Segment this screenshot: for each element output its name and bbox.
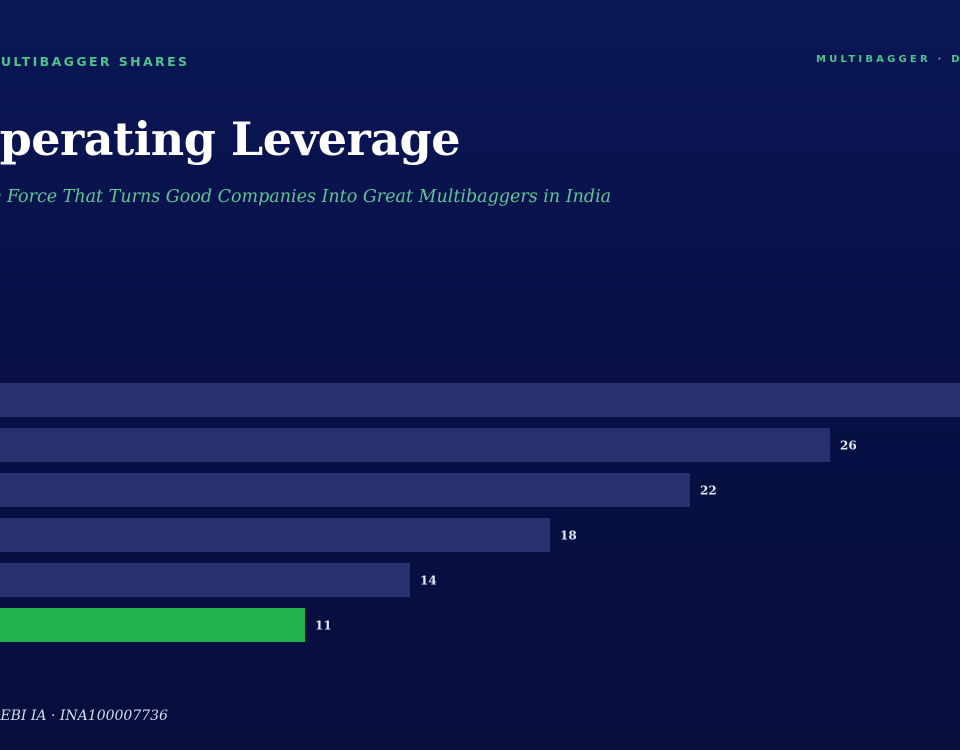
bar-value-label-5: 14 bbox=[420, 574, 437, 588]
bar-value-label-4: 18 bbox=[560, 529, 577, 543]
bar-value-label-6: 11 bbox=[315, 619, 332, 633]
bar-5 bbox=[0, 563, 410, 597]
page-title: Operating Leverage bbox=[0, 112, 460, 166]
brand-right: MULTIBAGGER · D bbox=[816, 54, 960, 65]
bar-4 bbox=[0, 518, 550, 552]
bar-value-label-3: 22 bbox=[700, 484, 717, 498]
bar-3 bbox=[0, 473, 690, 507]
bars-group bbox=[0, 383, 960, 642]
value-labels-group: 26 22 18 14 11 bbox=[315, 439, 857, 633]
bar-value-label-2: 26 bbox=[840, 439, 857, 453]
footer-text: es · SEBI IA · INA100007736 bbox=[0, 708, 168, 724]
brand-left: MULTIBAGGER SHARES bbox=[0, 54, 190, 69]
bar-6 bbox=[0, 608, 305, 642]
page-subtitle: The Force That Turns Good Companies Into… bbox=[0, 187, 612, 207]
bar-1 bbox=[0, 383, 960, 417]
bar-2 bbox=[0, 428, 830, 462]
